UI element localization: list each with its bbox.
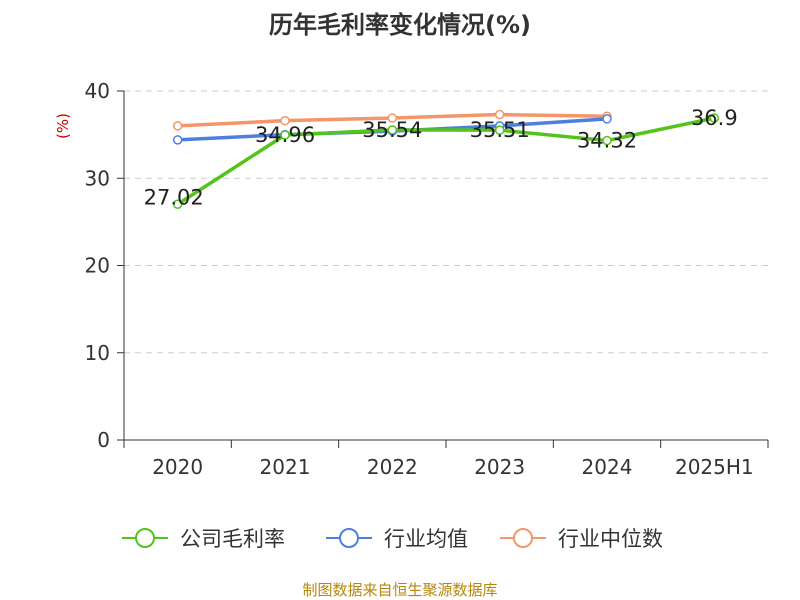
y-tick-label: 0 [97, 428, 110, 452]
legend-label: 行业均值 [384, 527, 468, 551]
data-label: 35.51 [470, 118, 530, 142]
x-tick-label: 2020 [152, 455, 203, 479]
x-tick-label: 2023 [474, 455, 525, 479]
data-point [602, 114, 612, 124]
x-tick-label: 2025H1 [675, 455, 754, 479]
y-tick-label: 10 [85, 341, 110, 365]
legend[interactable]: 公司毛利率 行业均值 行业中位数 [122, 527, 663, 551]
data-label: 36.9 [691, 106, 738, 130]
data-point [387, 125, 398, 135]
legend-marker [339, 528, 359, 548]
data-point [602, 135, 612, 146]
data-point [172, 121, 183, 131]
chart-title: 历年毛利率变化情况(%) [269, 11, 531, 39]
legend-item[interactable]: 行业均值 [326, 527, 468, 551]
data-label: 35.54 [362, 118, 422, 142]
data-point [494, 109, 505, 120]
x-tick-label: 2022 [367, 455, 418, 479]
y-tick-label: 20 [85, 254, 110, 278]
data-label: 34.32 [577, 129, 637, 153]
x-tick-label: 2024 [582, 455, 633, 479]
data-point [494, 125, 505, 135]
legend-item[interactable]: 行业中位数 [500, 527, 663, 551]
legend-marker [135, 528, 155, 548]
axes: 0 10 20 30 40 2020 2021 2022 2023 2024 2025H1 [85, 79, 769, 479]
data-point [172, 135, 183, 145]
data-label: 34.96 [255, 123, 315, 147]
x-tick-label: 2021 [260, 455, 311, 479]
data-label: 27.02 [144, 185, 204, 209]
data-source-note: 制图数据来自恒生聚源数据库 [302, 581, 497, 599]
y-tick-label: 30 [85, 166, 110, 190]
legend-label: 行业中位数 [558, 527, 663, 551]
y-axis-unit: (%) [54, 113, 72, 139]
data-point [709, 113, 720, 123]
data-point [387, 113, 398, 123]
data-labels: 27.02 34.96 35.54 35.51 34.32 36.9 [144, 106, 738, 209]
series-line [175, 116, 717, 207]
grid-lines [124, 90, 768, 354]
legend-marker [513, 528, 533, 548]
legend-item[interactable]: 公司毛利率 [122, 527, 285, 551]
series-layer [172, 109, 720, 210]
legend-label: 公司毛利率 [180, 527, 285, 551]
y-tick-label: 40 [85, 79, 110, 103]
data-point [172, 199, 183, 210]
data-point [280, 115, 290, 126]
data-point [280, 130, 290, 140]
